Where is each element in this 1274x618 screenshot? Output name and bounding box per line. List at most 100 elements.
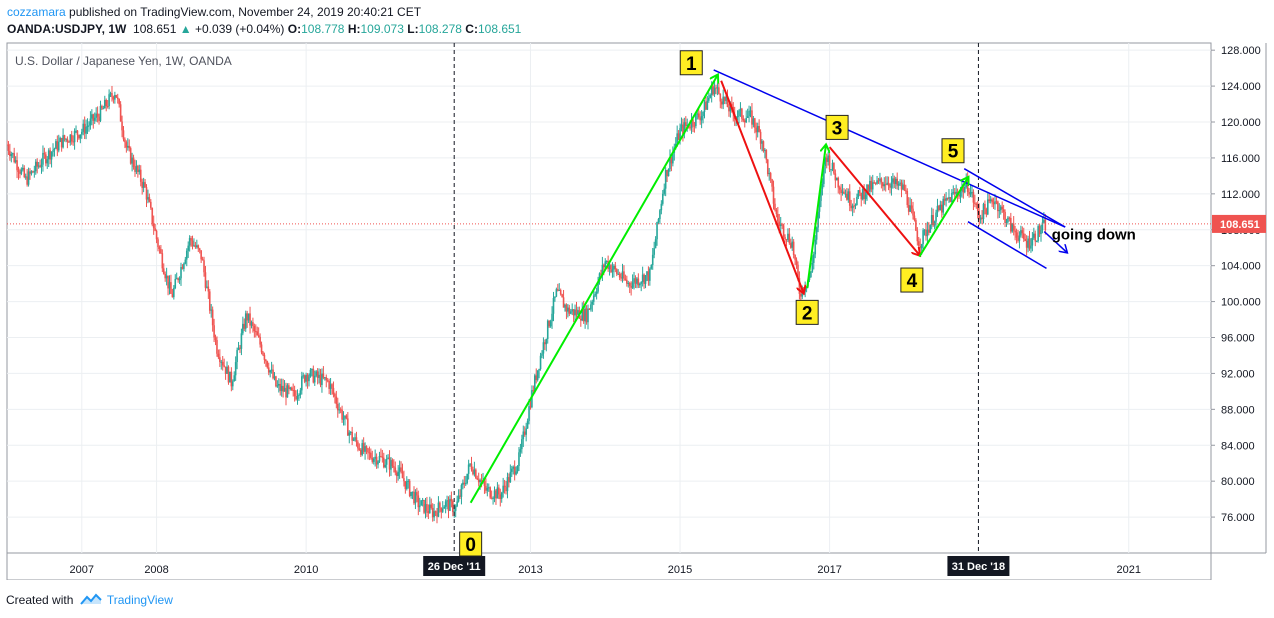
candle-body bbox=[835, 177, 838, 181]
price-series bbox=[7, 81, 1047, 524]
trendline[interactable] bbox=[967, 221, 1047, 270]
candle-body bbox=[920, 243, 923, 249]
candle-body bbox=[1021, 230, 1024, 234]
time-axis[interactable]: 2007 2008 2010 2013 2015 2017 2021 bbox=[70, 564, 1141, 576]
candle-body bbox=[109, 93, 112, 95]
candle-body bbox=[792, 241, 795, 255]
candle-body bbox=[230, 371, 233, 387]
price-tick-label: 96.000 bbox=[1221, 333, 1255, 345]
candle-body bbox=[969, 191, 972, 195]
green-arrow[interactable] bbox=[806, 145, 826, 289]
candle-body bbox=[551, 313, 553, 322]
candle-body bbox=[155, 230, 158, 240]
candle-body bbox=[755, 127, 758, 133]
red-arrow[interactable] bbox=[828, 146, 920, 255]
candle-body bbox=[515, 471, 517, 475]
price-axis[interactable]: 76.000 80.000 84.000 88.000 92.000 96.000 100.… bbox=[1211, 45, 1266, 524]
candle-body bbox=[728, 107, 730, 112]
price-tick-label: 76.000 bbox=[1221, 512, 1255, 524]
price-chart[interactable]: 26 Dec '11 31 Dec '18 0 1 2 3 4 5 going down 76… bbox=[0, 0, 1274, 580]
candle-body bbox=[108, 94, 110, 107]
candle-body bbox=[777, 213, 779, 222]
candle-body bbox=[266, 361, 269, 368]
candle-body bbox=[800, 293, 802, 297]
candle-body bbox=[161, 253, 164, 269]
candle-body bbox=[825, 157, 828, 162]
candle-body bbox=[47, 150, 50, 160]
candle-body bbox=[267, 367, 270, 373]
candle-body bbox=[436, 512, 438, 517]
candle-body bbox=[208, 291, 211, 311]
candle-body bbox=[148, 197, 151, 202]
candle-body bbox=[716, 87, 719, 89]
candle-body bbox=[772, 186, 775, 204]
candle-body bbox=[672, 152, 674, 164]
candle-body bbox=[142, 182, 145, 188]
candle-body bbox=[1018, 235, 1021, 241]
candle-body bbox=[1008, 217, 1011, 219]
candle-body bbox=[206, 286, 208, 288]
candle-body bbox=[167, 275, 169, 289]
candle-body bbox=[959, 191, 962, 197]
trendline[interactable] bbox=[963, 168, 1066, 228]
candle-body bbox=[384, 464, 387, 468]
candle-body bbox=[561, 294, 563, 298]
trendline[interactable] bbox=[713, 69, 1066, 228]
candle-body bbox=[65, 138, 67, 140]
candle-body bbox=[1028, 238, 1031, 249]
candle-body bbox=[794, 254, 796, 260]
candle-body bbox=[889, 185, 891, 188]
candle-body bbox=[656, 221, 658, 240]
candle-body bbox=[470, 463, 473, 470]
candle-body bbox=[580, 318, 582, 321]
candle-body bbox=[105, 99, 108, 106]
candle-body bbox=[80, 131, 83, 135]
green-arrow[interactable] bbox=[918, 178, 968, 258]
candle-body bbox=[518, 452, 520, 467]
candle-body bbox=[590, 304, 592, 310]
candle-body bbox=[339, 409, 342, 411]
candle-body bbox=[564, 304, 566, 308]
candle-body bbox=[244, 313, 247, 329]
candle-body bbox=[756, 126, 759, 133]
candle-body bbox=[423, 499, 425, 513]
candle-body bbox=[417, 495, 420, 508]
candle-body bbox=[374, 456, 376, 459]
tradingview-link[interactable]: TradingView bbox=[106, 593, 173, 607]
candle-body bbox=[705, 101, 707, 110]
candle-body bbox=[758, 126, 760, 132]
ohlc-high-value: 109.073 bbox=[360, 22, 404, 36]
candle-body bbox=[52, 150, 54, 152]
symbol-label: OANDA:USDJPY, 1W bbox=[7, 22, 127, 36]
blue-arrow[interactable] bbox=[1043, 231, 1066, 253]
candle-body bbox=[638, 283, 641, 286]
candle-body bbox=[781, 224, 783, 226]
candle-body bbox=[939, 204, 942, 211]
candle-body bbox=[263, 354, 266, 360]
green-arrow[interactable] bbox=[469, 75, 718, 504]
candle-body bbox=[974, 202, 976, 204]
candle-body bbox=[68, 141, 70, 143]
candle-body bbox=[390, 460, 392, 470]
candle-body bbox=[833, 162, 835, 174]
candle-body bbox=[85, 126, 87, 134]
candle-body bbox=[706, 100, 709, 110]
candle-body bbox=[697, 113, 700, 118]
candle-body bbox=[782, 225, 785, 237]
candle-body bbox=[919, 245, 922, 249]
candle-body bbox=[318, 374, 320, 378]
candle-body bbox=[709, 95, 712, 98]
candle-body bbox=[795, 259, 798, 265]
candle-body bbox=[221, 361, 224, 366]
candle-body bbox=[528, 406, 530, 421]
red-arrow[interactable] bbox=[720, 80, 803, 293]
drawings[interactable] bbox=[469, 69, 1067, 504]
candle-body bbox=[811, 262, 814, 272]
candle-body bbox=[500, 492, 503, 499]
candle-body bbox=[57, 141, 60, 151]
candle-body bbox=[387, 457, 389, 459]
candle-body bbox=[1040, 230, 1042, 235]
candle-body bbox=[132, 157, 135, 168]
candle-body bbox=[382, 457, 385, 468]
author-link[interactable]: cozzamara bbox=[7, 5, 66, 19]
